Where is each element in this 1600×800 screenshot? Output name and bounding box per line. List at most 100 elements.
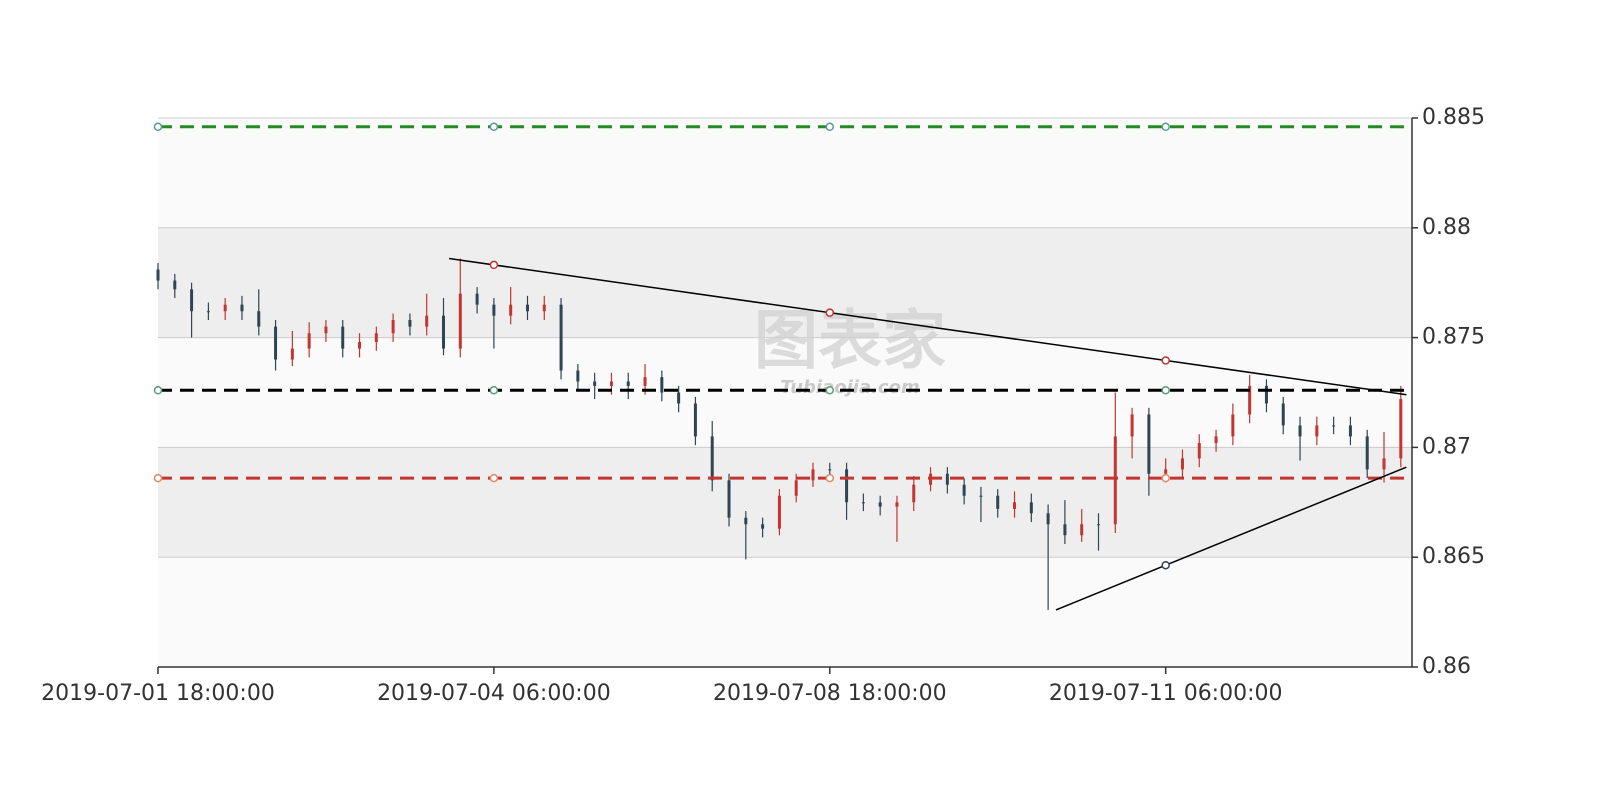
candle-body bbox=[391, 320, 395, 334]
split-area bbox=[158, 118, 1412, 228]
x-tick-label: 2019-07-01 18:00:00 bbox=[41, 681, 275, 706]
candle-body bbox=[1147, 414, 1151, 474]
candle-body bbox=[1264, 385, 1268, 404]
candle-body bbox=[626, 381, 630, 386]
x-tick-label: 2019-07-04 06:00:00 bbox=[377, 681, 611, 706]
y-tick-label: 0.885 bbox=[1422, 105, 1485, 130]
candle-body bbox=[1281, 403, 1285, 426]
candle-body bbox=[509, 304, 513, 316]
trend-marker bbox=[1161, 356, 1170, 365]
candle-body bbox=[358, 341, 362, 349]
candle-body bbox=[274, 326, 278, 360]
candle-body bbox=[1348, 425, 1352, 437]
candle-body bbox=[996, 495, 1000, 509]
candle-body bbox=[442, 315, 446, 349]
split-area bbox=[158, 227, 1412, 338]
split-area bbox=[158, 447, 1412, 558]
candle-body bbox=[1214, 436, 1218, 444]
candle-body bbox=[1332, 425, 1336, 427]
candle-body bbox=[979, 495, 983, 497]
candle-body bbox=[660, 377, 664, 393]
candle-body bbox=[878, 502, 882, 507]
y-tick-label: 0.865 bbox=[1422, 544, 1485, 569]
x-tick-label: 2019-07-08 18:00:00 bbox=[713, 681, 947, 706]
candle-body bbox=[525, 304, 529, 312]
candle-body bbox=[1399, 399, 1403, 459]
candle-body bbox=[374, 333, 378, 342]
candle-body bbox=[576, 370, 580, 382]
split-area bbox=[158, 337, 1412, 448]
y-tick-label: 0.87 bbox=[1422, 434, 1471, 459]
candle-body bbox=[794, 480, 798, 496]
candle-body bbox=[643, 377, 647, 386]
candle-body bbox=[223, 304, 227, 312]
candle-body bbox=[190, 289, 194, 312]
candle-body bbox=[475, 293, 479, 305]
y-tick-label: 0.88 bbox=[1422, 215, 1471, 240]
candle-body bbox=[1029, 502, 1033, 514]
candle-body bbox=[1164, 469, 1168, 474]
candle-body bbox=[1231, 414, 1235, 437]
split-area bbox=[158, 557, 1412, 667]
candle-body bbox=[1063, 524, 1067, 536]
candle-body bbox=[761, 524, 765, 529]
line-marker bbox=[825, 122, 835, 132]
candle-body bbox=[727, 480, 731, 518]
watermark: 图表家 bbox=[754, 305, 946, 379]
candle-body bbox=[962, 484, 966, 496]
candle-body bbox=[1248, 385, 1252, 415]
candle-body bbox=[744, 517, 748, 525]
candle-body bbox=[677, 392, 681, 404]
candle-body bbox=[492, 304, 496, 316]
line-marker bbox=[489, 473, 499, 483]
line-marker bbox=[825, 386, 835, 395]
y-tick-label: 0.86 bbox=[1422, 654, 1471, 679]
candle-body bbox=[895, 502, 899, 507]
candle-body bbox=[945, 473, 949, 485]
candle-body bbox=[425, 315, 429, 327]
candle-body bbox=[593, 381, 597, 386]
candle-body bbox=[861, 502, 865, 504]
candle-body bbox=[710, 436, 714, 481]
candle-body bbox=[777, 495, 781, 529]
candle-body bbox=[542, 304, 546, 312]
candle-body bbox=[828, 469, 832, 471]
candle-body bbox=[811, 469, 815, 481]
line-marker bbox=[825, 473, 835, 483]
candle-body bbox=[156, 269, 160, 281]
candle-body bbox=[341, 326, 345, 349]
candle-body bbox=[458, 293, 462, 349]
candle-body bbox=[559, 304, 563, 371]
line-marker bbox=[153, 122, 163, 132]
line-marker bbox=[489, 122, 499, 132]
line-marker bbox=[1161, 386, 1170, 395]
candle-body bbox=[1080, 524, 1084, 536]
line-marker bbox=[153, 386, 163, 395]
watermark-sub: Tubiaojia.com bbox=[780, 377, 919, 398]
candle-body bbox=[307, 333, 311, 349]
x-tick-label: 2019-07-11 06:00:00 bbox=[1049, 681, 1283, 706]
candle-body bbox=[1298, 425, 1302, 437]
candle-body bbox=[290, 348, 294, 360]
candle-body bbox=[845, 469, 849, 503]
line-marker bbox=[1161, 122, 1170, 132]
line-marker bbox=[153, 473, 163, 483]
line-marker bbox=[489, 386, 499, 395]
trend-line bbox=[449, 257, 1407, 396]
candle-body bbox=[1180, 458, 1184, 470]
candle-body bbox=[324, 326, 328, 334]
y-tick-label: 0.875 bbox=[1422, 325, 1485, 350]
candle-body bbox=[1113, 436, 1117, 525]
candle-body bbox=[693, 403, 697, 437]
candle-body bbox=[609, 381, 613, 386]
candle-body bbox=[173, 280, 177, 290]
candle-body bbox=[206, 311, 210, 313]
line-marker bbox=[1161, 473, 1170, 483]
candle-body bbox=[1013, 502, 1017, 509]
candle-body bbox=[1097, 524, 1100, 526]
candle-body bbox=[240, 304, 244, 312]
candle-body bbox=[1130, 414, 1134, 437]
candle-body bbox=[1197, 443, 1201, 459]
candle-body bbox=[1315, 425, 1319, 437]
